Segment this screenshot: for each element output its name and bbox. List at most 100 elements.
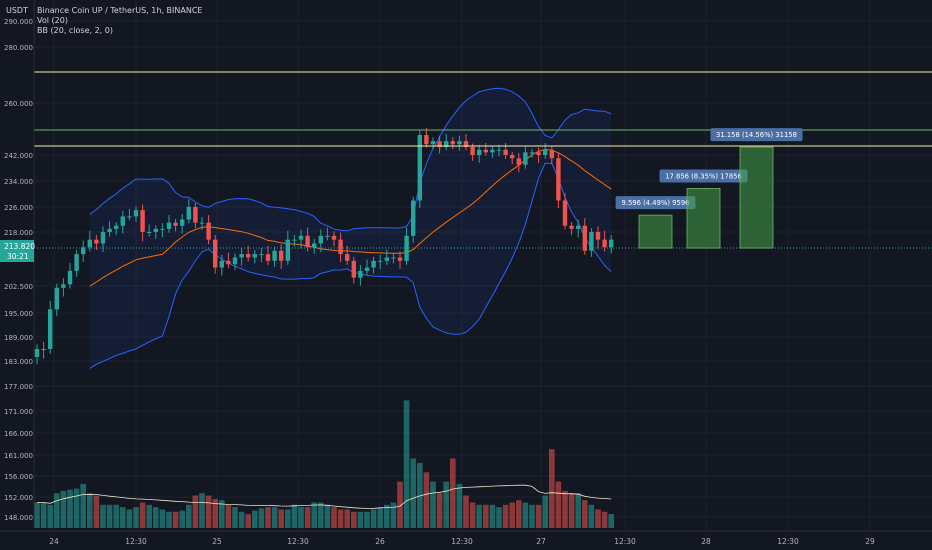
volume-bar (456, 483, 463, 528)
candle-body (246, 254, 251, 258)
volume-bar (450, 458, 456, 528)
candle-body (140, 210, 145, 232)
volume-bar (238, 511, 245, 528)
candle-body (345, 254, 350, 261)
candle-body (516, 158, 521, 165)
currency-label: USDT (6, 6, 28, 15)
volume-bar (271, 507, 278, 528)
volume-bar (443, 481, 449, 528)
y-tick-label: 156.000 (4, 473, 33, 481)
y-tick-label: 177.000 (4, 383, 33, 391)
candle-body (450, 141, 455, 145)
x-tick-label: 12:30 (451, 537, 473, 546)
candle-body (457, 141, 462, 145)
candle-body (444, 141, 449, 148)
volume-bar (535, 504, 542, 528)
legend-title: Binance Coin UP / TetherUS, 1h, BINANCE (37, 6, 202, 15)
volume-bar (100, 504, 106, 528)
target-box (638, 214, 673, 249)
volume-bar (73, 488, 80, 528)
target-label-bg (659, 169, 748, 183)
volume-bar (153, 507, 159, 528)
volume-bar (285, 509, 291, 528)
y-tick-label: 183.000 (4, 358, 33, 366)
volume-bar (113, 504, 119, 528)
candle-body (206, 222, 211, 240)
legend: Binance Coin UP / TetherUS, 1h, BINANCE … (37, 6, 202, 35)
candle-body (173, 222, 178, 226)
volume-bar (377, 507, 383, 528)
candle-body (536, 152, 541, 155)
candle-body (338, 239, 343, 255)
candle-body (529, 152, 535, 154)
target-box (739, 146, 774, 249)
candle-body (543, 149, 548, 155)
volume-bar (384, 504, 390, 528)
volume-bar (595, 509, 601, 528)
candle-body (562, 200, 568, 226)
candle-body (397, 257, 403, 261)
volume-bar (67, 489, 73, 528)
volume-bar (80, 483, 86, 528)
candle-body (576, 225, 581, 229)
candle-body (213, 239, 218, 268)
candle-body (411, 200, 416, 236)
candle-body (569, 225, 574, 229)
volume-bars (34, 400, 614, 528)
volume-bar (476, 504, 482, 528)
volume-bar (549, 449, 555, 528)
volume-bar (403, 400, 410, 528)
candle-body (437, 141, 442, 148)
volume-bar (179, 510, 185, 528)
candle-body (609, 239, 614, 248)
volume-bar (351, 511, 357, 528)
y-tick-label: 234.000 (4, 178, 33, 186)
last-price-tag: 213.820 30:21 (0, 240, 35, 262)
volume-bar (311, 502, 317, 528)
target-label: 9.596 (4.49%) 9596 (622, 199, 690, 207)
legend-bb: BB (20, close, 2, 0) (37, 26, 113, 35)
volume-bar (397, 481, 403, 528)
candle-body (510, 155, 515, 159)
volume-bar (555, 481, 562, 528)
target-boxes[interactable]: 9.596 (4.49%) 9596 17.856 (8.35%) 17856 31… (615, 128, 803, 249)
x-tick-label: 28 (701, 537, 711, 546)
y-tick-label: 226.000 (4, 204, 33, 212)
price-axis[interactable] (0, 0, 35, 528)
candle-body (298, 235, 304, 240)
volume-bar (436, 493, 443, 528)
candle-body (318, 235, 323, 244)
target-label: 17.856 (8.35%) 17856 (665, 172, 742, 180)
volume-bar (54, 493, 60, 528)
volume-bar (192, 495, 199, 528)
y-tick-labels: 290.000 280.000 260.000 242.000 234.000 226.0… (4, 18, 33, 522)
volume-bar (390, 502, 397, 528)
volume-bar (542, 495, 548, 528)
legend-volume: Vol (20) (37, 16, 68, 25)
bollinger-bands (89, 87, 612, 369)
time-axis[interactable] (0, 530, 932, 550)
candle-body (358, 270, 363, 278)
volume-bar (219, 500, 225, 528)
y-tick-label: 280.000 (4, 44, 33, 52)
candle-body (351, 260, 356, 278)
volume-bar (159, 509, 166, 528)
candle-body (133, 210, 139, 217)
y-tick-label: 195.000 (4, 310, 33, 318)
candle-body (463, 141, 469, 148)
volume-bar (469, 502, 476, 528)
candle-body (490, 149, 495, 153)
candle-body (496, 149, 502, 151)
volume-bar (463, 495, 469, 528)
volume-bar (126, 509, 133, 528)
x-tick-label: 12:30 (777, 537, 799, 546)
last-price-value: 213.820 (4, 242, 35, 251)
volume-bar (258, 508, 265, 528)
volume-bar (337, 509, 344, 528)
volume-bar (423, 472, 430, 528)
candle-body (186, 207, 191, 220)
x-tick-label: 24 (49, 537, 59, 546)
target-label: 31.158 (14.56%) 31158 (716, 131, 797, 139)
volume-bar (410, 458, 416, 528)
